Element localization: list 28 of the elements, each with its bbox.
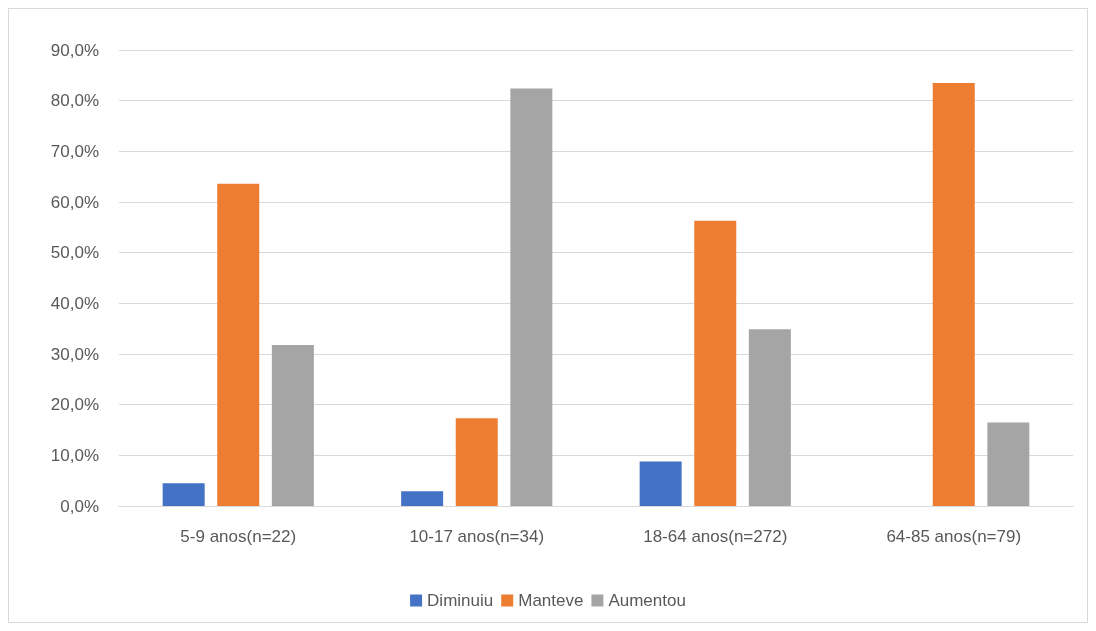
y-tick-label: 70,0% <box>50 141 99 161</box>
x-tick-label: 64-85 anos(n=79) <box>886 527 1022 546</box>
bar <box>748 329 791 506</box>
bar <box>455 418 498 506</box>
legend-label: Aumentou <box>608 591 686 610</box>
y-tick-label: 60,0% <box>50 192 99 212</box>
y-tick-label: 80,0% <box>50 91 99 111</box>
bar <box>162 483 205 506</box>
bar <box>987 422 1030 506</box>
bar <box>510 88 553 506</box>
legend-label: Diminuiu <box>427 591 494 610</box>
y-tick-label: 10,0% <box>50 445 99 465</box>
x-tick-label: 18-64 anos(n=272) <box>643 527 788 546</box>
y-tick-label: 30,0% <box>50 344 99 364</box>
bar <box>217 183 260 506</box>
legend-label: Manteve <box>518 591 584 610</box>
bar <box>694 220 737 506</box>
y-tick-label: 90,0% <box>50 40 99 60</box>
x-tick-label: 10-17 anos(n=34) <box>409 527 545 546</box>
bar <box>401 491 444 506</box>
bar <box>932 82 975 506</box>
bar <box>639 461 682 506</box>
bar <box>271 344 314 506</box>
x-tick-label: 5-9 anos(n=22) <box>180 527 297 546</box>
y-tick-label: 40,0% <box>50 293 99 313</box>
y-tick-label: 20,0% <box>50 395 99 415</box>
y-tick-label: 50,0% <box>50 243 99 263</box>
y-tick-label: 0,0% <box>60 496 99 516</box>
